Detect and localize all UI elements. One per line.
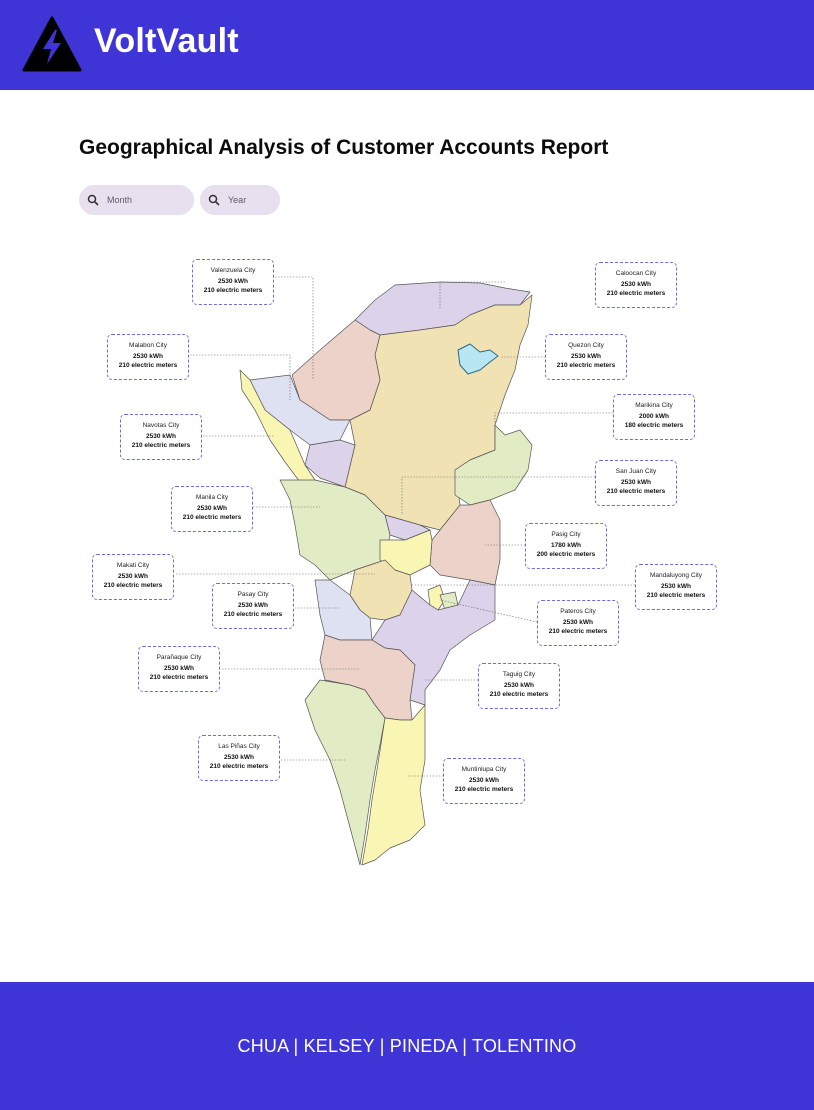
city-name: Makati City [116, 562, 150, 569]
search-icon [208, 194, 220, 206]
city-kwh: 2530 kWh [118, 573, 148, 580]
city-meters: 210 electric meters [556, 362, 616, 369]
city-kwh: 2530 kWh [197, 505, 227, 512]
callout-paranaque[interactable]: Parañaque City 2530 kWh 210 electric met… [138, 646, 220, 692]
city-meters: 210 electric meters [118, 362, 178, 369]
city-kwh: 2530 kWh [469, 777, 499, 784]
city-kwh: 2530 kWh [571, 353, 601, 360]
region-pasay [314, 579, 373, 641]
city-kwh: 2530 kWh [621, 281, 651, 288]
leader-marikina [494, 412, 613, 450]
city-name: Las Piñas City [218, 743, 260, 750]
region-las-pinas [304, 679, 386, 866]
callout-manila[interactable]: Manila City 2530 kWh 210 electric meters [171, 486, 253, 532]
city-kwh: 2530 kWh [133, 353, 163, 360]
callout-quezon[interactable]: Quezon City 2530 kWh 210 electric meters [545, 334, 627, 380]
city-meters: 210 electric meters [103, 582, 163, 589]
city-kwh: 2530 kWh [504, 682, 534, 689]
app-footer: CHUA | KELSEY | PINEDA | TOLENTINO [0, 982, 814, 1110]
callout-malabon[interactable]: Malabon City 2530 kWh 210 electric meter… [107, 334, 189, 380]
city-name: Manila City [195, 494, 229, 501]
city-meters: 210 electric meters [131, 442, 191, 449]
leader-caloocan [439, 281, 505, 310]
city-kwh: 2530 kWh [621, 479, 651, 486]
city-meters: 180 electric meters [624, 422, 684, 429]
city-meters: 210 electric meters [209, 763, 269, 770]
callout-pasay[interactable]: Pasay City 2530 kWh 210 electric meters [212, 583, 294, 629]
city-meters: 210 electric meters [203, 287, 263, 294]
region-pateros [427, 584, 446, 611]
city-kwh: 2530 kWh [218, 278, 248, 285]
leader-malabon [190, 354, 291, 400]
city-name: Malabon City [129, 342, 167, 349]
callout-caloocan[interactable]: Caloocan City 2530 kWh 210 electric mete… [595, 262, 677, 308]
callout-taguig[interactable]: Taguig City 2530 kWh 210 electric meters [478, 663, 560, 709]
city-name: Mandaluyong City [649, 572, 703, 579]
city-meters: 210 electric meters [646, 592, 706, 599]
footer-credits: CHUA | KELSEY | PINEDA | TOLENTINO [237, 1036, 577, 1056]
city-meters: 200 electric meters [536, 551, 596, 558]
callout-pateros[interactable]: Pateros City 2530 kWh 210 electric meter… [537, 600, 619, 646]
city-meters: 210 electric meters [223, 611, 283, 618]
city-meters: 210 electric meters [149, 674, 209, 681]
callout-makati[interactable]: Makati City 2530 kWh 210 electric meters [92, 554, 174, 600]
city-name: Quezon City [568, 342, 604, 349]
city-name: Navotas City [142, 422, 180, 429]
city-kwh: 1780 kWh [551, 542, 581, 549]
map-canvas [176, 276, 635, 866]
lightning-bolt-icon [22, 16, 82, 72]
city-name: Muntinlupa City [461, 766, 507, 773]
search-icon [87, 194, 99, 206]
year-placeholder: Year [228, 195, 247, 205]
city-name: San Juan City [615, 468, 657, 475]
callout-marikina[interactable]: Marikina City 2000 kWh 180 electric mete… [613, 394, 695, 440]
city-name: Caloocan City [615, 270, 657, 277]
leader-san-juan [401, 476, 595, 515]
city-name: Parañaque City [156, 654, 202, 661]
city-kwh: 2530 kWh [146, 433, 176, 440]
city-name: Pasig City [551, 531, 581, 538]
city-meters: 210 electric meters [606, 488, 666, 495]
city-name: Pasay City [237, 591, 269, 598]
city-kwh: 2530 kWh [661, 583, 691, 590]
city-name: Pateros City [560, 608, 596, 615]
city-kwh: 2530 kWh [563, 619, 593, 626]
month-placeholder: Month [107, 195, 133, 205]
city-meters: 210 electric meters [182, 514, 242, 521]
page-title: Geographical Analysis of Customer Accoun… [79, 136, 609, 159]
city-name: Valenzuela City [210, 267, 256, 274]
city-kwh: 2530 kWh [164, 665, 194, 672]
region-muntinlupa [361, 704, 426, 866]
callout-pasig[interactable]: Pasig City 1780 kWh 200 electric meters [525, 523, 607, 569]
city-meters: 210 electric meters [606, 290, 666, 297]
metro-manila-map: Valenzuela City 2530 kWh 210 electric me… [0, 240, 814, 880]
callout-muntinlupa[interactable]: Muntinlupa City 2530 kWh 210 electric me… [443, 758, 525, 804]
city-meters: 210 electric meters [548, 628, 608, 635]
city-meters: 210 electric meters [489, 691, 549, 698]
year-search-field[interactable]: Year [200, 185, 280, 215]
city-kwh: 2000 kWh [639, 413, 669, 420]
callout-mandaluyong[interactable]: Mandaluyong City 2530 kWh 210 electric m… [635, 564, 717, 610]
city-name: Marikina City [635, 402, 673, 409]
callout-las-pinas[interactable]: Las Piñas City 2530 kWh 210 electric met… [198, 735, 280, 781]
callout-navotas[interactable]: Navotas City 2530 kWh 210 electric meter… [120, 414, 202, 460]
brand-name: VoltVault [94, 22, 239, 60]
city-kwh: 2530 kWh [238, 602, 268, 609]
app-header: VoltVault [0, 0, 814, 90]
city-meters: 210 electric meters [454, 786, 514, 793]
callout-valenzuela[interactable]: Valenzuela City 2530 kWh 210 electric me… [192, 259, 274, 305]
month-search-field[interactable]: Month [79, 185, 194, 215]
reservoir-water [457, 343, 499, 375]
leader-valenzuela [275, 276, 314, 380]
city-name: Taguig City [502, 671, 536, 678]
callout-san-juan[interactable]: San Juan City 2530 kWh 210 electric mete… [595, 460, 677, 506]
city-kwh: 2530 kWh [224, 754, 254, 761]
